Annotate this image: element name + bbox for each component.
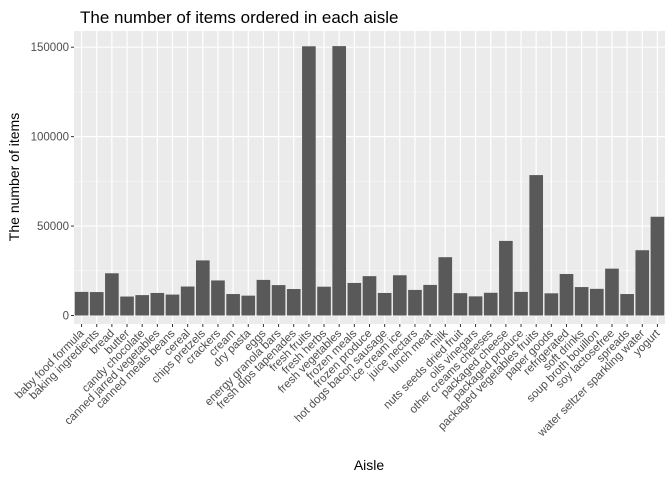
y-tick-label: 50000 [37,221,69,233]
bar [135,295,150,316]
x-axis-title: Aisle [354,457,385,473]
bar [453,293,468,316]
y-axis-title: The number of items [6,113,22,241]
chart-title: The number of items ordered in each aisl… [80,8,398,27]
y-tick-label: 150000 [31,42,69,54]
bar [362,276,377,316]
bar [74,291,89,316]
bar [150,292,165,316]
bar [408,289,422,316]
bar [332,46,347,316]
bar [211,280,225,316]
bar [317,286,331,316]
bar [377,292,392,316]
bar [544,293,559,316]
bar [574,287,589,316]
bar [89,292,104,316]
bar [256,279,271,316]
bar [438,257,453,316]
y-tick-label: 0 [63,311,69,323]
x-tick-label: baby food formula [13,327,87,401]
bar [392,275,407,316]
bar [165,294,180,316]
bar [499,240,513,316]
bar [347,282,362,316]
bar [195,260,210,316]
bar [468,296,483,316]
bar [620,294,634,316]
bar [605,268,619,316]
bar [423,284,437,316]
bar [226,294,240,316]
bar [241,295,256,316]
y-tick-label: 100000 [31,132,69,144]
bars [74,46,665,316]
bar [286,289,301,316]
bar [589,288,604,316]
bar [635,250,650,316]
bar [105,273,119,316]
bar [514,291,528,316]
y-axis: 0 50000 100000 150000 [31,42,74,323]
bar [120,296,134,316]
bar [483,292,498,316]
bar [302,46,316,316]
bar [180,286,195,316]
bar [559,274,574,316]
bar [271,285,286,316]
bar [529,175,544,316]
bar [650,216,665,316]
